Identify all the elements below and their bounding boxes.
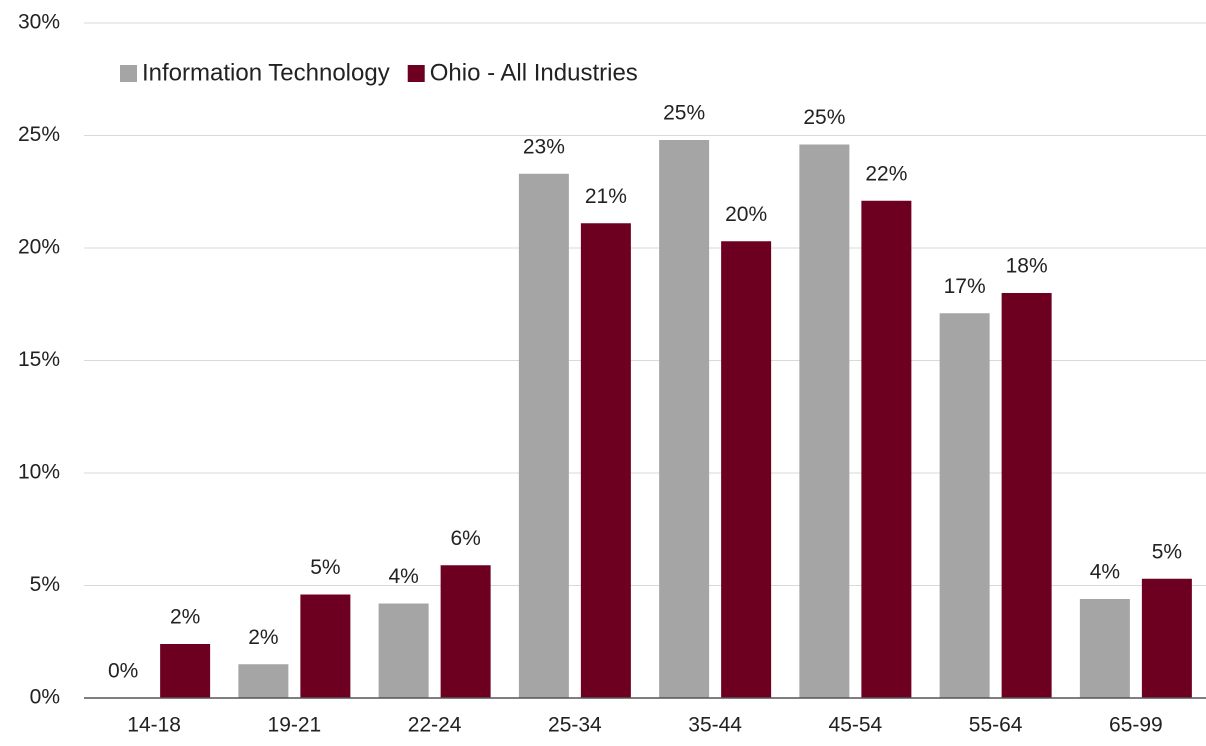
bar <box>939 313 990 698</box>
value-label: 25% <box>803 106 845 129</box>
bar <box>238 664 289 698</box>
value-label: 2% <box>248 626 278 649</box>
value-label: 25% <box>663 102 705 125</box>
legend-swatch <box>407 65 425 82</box>
value-label: 5% <box>1152 540 1182 563</box>
bar <box>1079 599 1130 698</box>
value-label: 6% <box>450 527 480 550</box>
bar <box>300 594 351 698</box>
bar <box>160 644 211 698</box>
bar <box>799 144 850 698</box>
x-tick-label: 19-21 <box>268 714 322 737</box>
legend-swatch <box>120 65 137 82</box>
bar <box>721 241 772 698</box>
value-label: 0% <box>108 660 138 683</box>
bar <box>1001 293 1052 698</box>
value-label: 20% <box>725 203 767 226</box>
value-label: 21% <box>585 185 627 208</box>
value-label: 22% <box>865 162 907 185</box>
bar <box>1141 578 1192 698</box>
x-tick-label: 65-99 <box>1109 714 1163 737</box>
y-tick-label: 25% <box>18 123 60 146</box>
x-tick-label: 45-54 <box>829 714 883 737</box>
y-tick-label: 0% <box>30 686 60 709</box>
bar <box>580 223 631 698</box>
value-label: 5% <box>310 556 340 579</box>
bar <box>861 200 912 698</box>
value-label: 2% <box>170 606 200 629</box>
y-tick-label: 30% <box>18 11 60 34</box>
bar <box>378 603 429 698</box>
x-tick-label: 35-44 <box>688 714 742 737</box>
value-label: 18% <box>1006 255 1048 278</box>
x-tick-label: 55-64 <box>969 714 1023 737</box>
legend-label: Ohio - All Industries <box>430 59 638 86</box>
y-tick-label: 15% <box>18 348 60 371</box>
x-tick-label: 22-24 <box>408 714 462 737</box>
bar <box>440 565 491 698</box>
value-label: 4% <box>388 565 418 588</box>
value-label: 17% <box>944 275 986 298</box>
y-tick-label: 20% <box>18 236 60 259</box>
bar <box>518 173 569 698</box>
x-tick-label: 25-34 <box>548 714 602 737</box>
y-tick-label: 10% <box>18 461 60 484</box>
legend-label: Information Technology <box>142 59 390 86</box>
bar <box>659 140 710 698</box>
value-label: 4% <box>1090 561 1120 584</box>
y-tick-label: 5% <box>30 573 60 596</box>
value-label: 23% <box>523 135 565 158</box>
x-tick-label: 14-18 <box>127 714 181 737</box>
